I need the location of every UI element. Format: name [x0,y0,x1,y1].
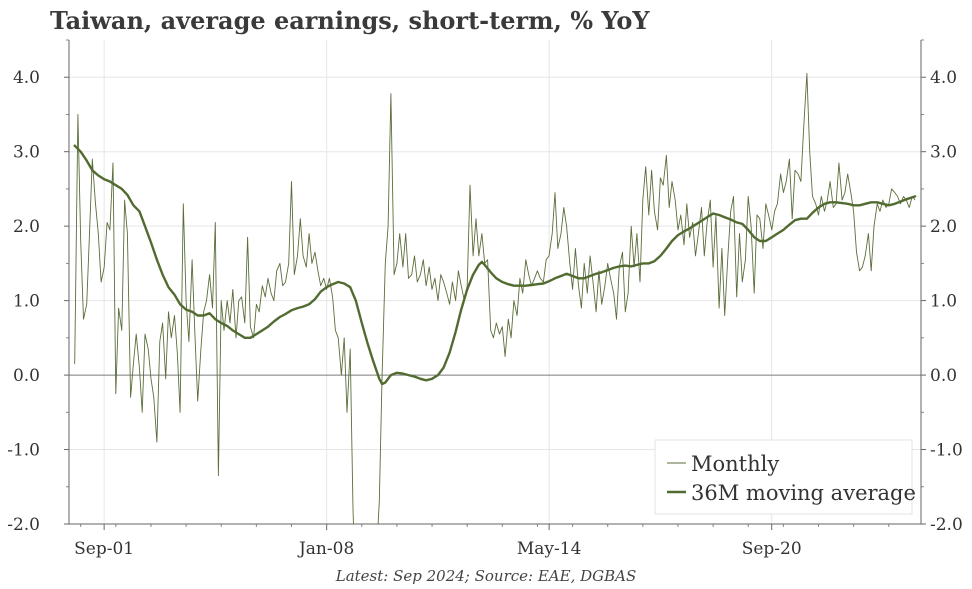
legend-label-monthly: Monthly [691,452,779,476]
x-tick-label: Jan-08 [297,539,354,559]
y-tick-label-left: 0.0 [13,366,40,386]
y-tick-label-right: 2.0 [930,217,957,237]
y-tick-label-left: -2.0 [7,515,40,535]
y-tick-label-right: -2.0 [930,515,963,535]
y-tick-label-right: 0.0 [930,366,957,386]
y-tick-label-right: 1.0 [930,292,957,312]
axis-ticks: 4.0 4.0 3.0 3.0 2.0 2.0 1.0 1.0 0.0 0.0 -1.0 -1.0 -2… [7,39,963,559]
series-36m-average-line [73,144,917,386]
legend: Monthly 36M moving average [654,439,916,515]
y-tick-label-right: -1.0 [930,441,963,461]
y-tick-label-right: 3.0 [930,143,957,163]
x-tick-label: Sep-20 [742,539,802,559]
series-lines [73,73,917,524]
y-tick-label-left: 1.0 [13,292,40,312]
chart-title: Taiwan, average earnings, short-term, % … [50,6,650,35]
x-tick-label: May-14 [517,539,582,559]
y-tick-label-left: 3.0 [13,143,40,163]
series-monthly-line [74,73,916,524]
legend-label-average: 36M moving average [691,481,916,505]
x-tick-label: Sep-01 [74,539,134,559]
plot-frame [68,40,922,525]
legend-box [654,439,913,515]
y-tick-label-left: -1.0 [7,441,40,461]
y-tick-label-left: 4.0 [13,68,40,88]
y-tick-label-left: 2.0 [13,217,40,237]
source-caption: Latest: Sep 2024; Source: EAE, DGBAS [335,567,637,585]
y-tick-label-right: 4.0 [930,68,957,88]
